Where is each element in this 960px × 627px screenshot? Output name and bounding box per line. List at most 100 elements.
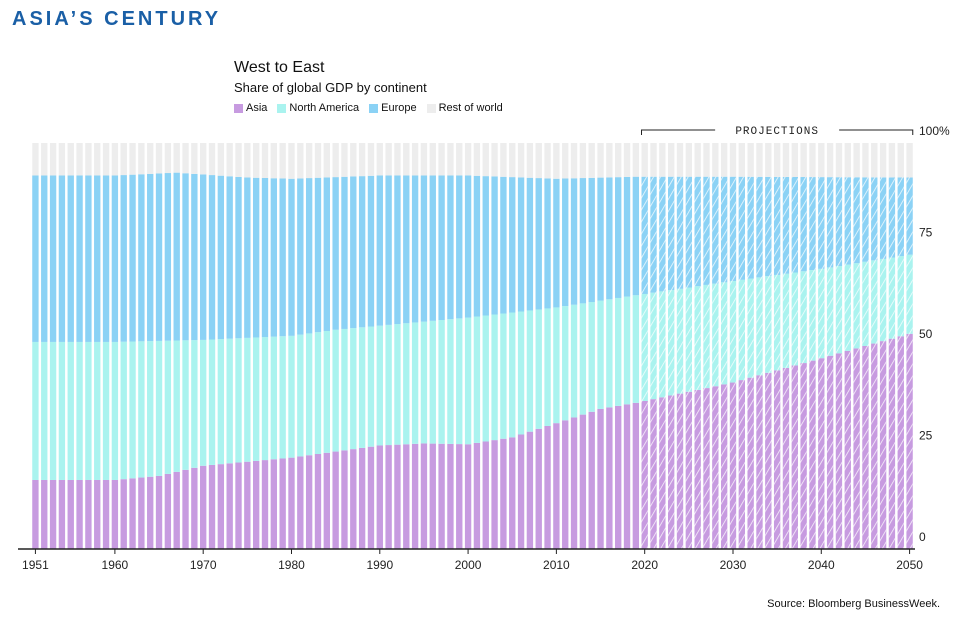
bar-north-america-2001 bbox=[473, 316, 481, 443]
y-tick-label-0: 0 bbox=[919, 530, 926, 544]
bar-rest-2003 bbox=[491, 143, 498, 177]
bar-europe-2016 bbox=[606, 177, 613, 300]
bar-north-america-1968 bbox=[182, 340, 189, 470]
bar-north-america-1961 bbox=[120, 341, 127, 480]
bar-europe-2005 bbox=[509, 177, 516, 313]
bar-europe-1962 bbox=[129, 174, 136, 342]
bar-rest-2012 bbox=[570, 143, 578, 179]
bar-rest-2009 bbox=[544, 143, 551, 179]
bar-rest-2014 bbox=[588, 143, 595, 178]
bar-europe-1991 bbox=[385, 175, 392, 325]
bar-europe-1967 bbox=[173, 172, 180, 341]
bar-north-america-1979 bbox=[279, 336, 286, 459]
bar-europe-1978 bbox=[270, 178, 278, 337]
bar-rest-1995 bbox=[420, 143, 428, 176]
bar-rest-1971 bbox=[208, 143, 216, 176]
bar-asia-2002 bbox=[482, 441, 489, 549]
bar-rest-1978 bbox=[270, 143, 278, 179]
bar-asia-1996 bbox=[429, 443, 436, 549]
bar-north-america-1985 bbox=[332, 329, 339, 452]
bar-rest-1990 bbox=[376, 143, 383, 176]
bar-europe-1961 bbox=[120, 175, 127, 342]
bar-rest-1966 bbox=[164, 143, 172, 174]
projection-label: PROJECTIONS bbox=[735, 126, 819, 138]
bar-asia-1977 bbox=[261, 460, 269, 549]
bar-europe-1981 bbox=[297, 178, 304, 335]
bar-asia-2013 bbox=[579, 414, 587, 549]
bar-europe-1968 bbox=[182, 173, 189, 341]
bar-asia-2010 bbox=[553, 423, 560, 549]
bar-rest-1952 bbox=[41, 143, 48, 176]
bar-europe-2012 bbox=[570, 178, 578, 305]
bar-rest-2040 bbox=[818, 143, 825, 178]
bar-rest-2042 bbox=[835, 143, 843, 178]
bar-europe-1987 bbox=[350, 176, 357, 329]
bar-asia-1985 bbox=[332, 451, 339, 549]
bar-asia-2014 bbox=[588, 411, 595, 549]
bar-rest-2038 bbox=[800, 143, 807, 178]
bar-europe-1985 bbox=[332, 177, 339, 330]
projection-marker: PROJECTIONS bbox=[641, 122, 914, 138]
bar-rest-1962 bbox=[129, 143, 136, 175]
bar-rest-1960 bbox=[111, 143, 119, 176]
bar-asia-2008 bbox=[535, 428, 542, 549]
bar-europe-1964 bbox=[147, 173, 154, 342]
legend: Asia North America Europe Rest of world bbox=[234, 102, 503, 114]
bar-europe-2003 bbox=[491, 176, 498, 315]
bar-europe-1955 bbox=[67, 175, 74, 342]
bar-rest-2035 bbox=[773, 143, 781, 177]
bar-europe-1996 bbox=[429, 175, 436, 321]
bar-europe-2019 bbox=[632, 176, 640, 296]
bar-rest-2050 bbox=[906, 143, 913, 178]
bar-europe-1957 bbox=[85, 175, 92, 342]
bar-europe-1990 bbox=[376, 175, 383, 326]
projection-hatch-2048 bbox=[888, 177, 896, 549]
bar-north-america-1981 bbox=[297, 334, 304, 457]
projection-hatch-2050 bbox=[906, 177, 913, 549]
bar-europe-2007 bbox=[526, 177, 534, 311]
bar-north-america-2010 bbox=[553, 307, 560, 424]
bar-rest-1955 bbox=[67, 143, 74, 176]
bar-asia-2003 bbox=[491, 440, 498, 549]
bar-north-america-1964 bbox=[147, 341, 154, 477]
bar-europe-1977 bbox=[261, 178, 269, 338]
bar-north-america-1966 bbox=[164, 340, 172, 474]
header-title: ASIA’S CENTURY bbox=[12, 8, 222, 30]
bar-rest-1972 bbox=[217, 143, 225, 176]
bar-north-america-1990 bbox=[376, 325, 383, 446]
bar-europe-1988 bbox=[358, 176, 366, 328]
bar-asia-2007 bbox=[526, 431, 534, 549]
bar-europe-2002 bbox=[482, 176, 489, 316]
projection-hatch-2024 bbox=[676, 176, 684, 549]
bar-asia-1951 bbox=[32, 479, 39, 549]
bar-rest-2047 bbox=[879, 143, 887, 178]
bar-asia-1962 bbox=[129, 478, 136, 549]
bar-europe-1971 bbox=[208, 175, 216, 340]
bar-rest-2013 bbox=[579, 143, 587, 179]
bar-asia-1978 bbox=[270, 459, 278, 549]
bar-europe-2000 bbox=[464, 175, 472, 318]
projection-hatch-2035 bbox=[773, 176, 781, 549]
projection-hatch-2040 bbox=[818, 177, 825, 549]
bar-north-america-2012 bbox=[570, 304, 578, 418]
bar-north-america-2009 bbox=[544, 308, 551, 426]
projection-hatch-2044 bbox=[853, 177, 860, 549]
bar-north-america-1952 bbox=[41, 341, 48, 480]
bar-rest-2036 bbox=[782, 143, 790, 177]
x-tick-label-1990: 1990 bbox=[366, 558, 393, 572]
bar-north-america-2003 bbox=[491, 314, 498, 441]
projection-hatch-layer bbox=[641, 176, 913, 550]
y-axis-ticks: 0 25 50 75 100% bbox=[919, 124, 950, 544]
chart-title: West to East bbox=[234, 59, 325, 76]
bar-europe-1980 bbox=[288, 178, 295, 336]
bar-asia-1972 bbox=[217, 464, 225, 549]
bar-rest-2037 bbox=[791, 143, 798, 177]
bar-europe-1973 bbox=[226, 176, 233, 339]
bar-europe-2004 bbox=[500, 176, 507, 314]
bar-asia-1957 bbox=[85, 479, 92, 549]
y-tick-label-25: 25 bbox=[919, 429, 933, 443]
projection-hatch-2041 bbox=[826, 177, 834, 549]
x-tick-label-1960: 1960 bbox=[102, 558, 129, 572]
bar-asia-2012 bbox=[570, 417, 578, 549]
bar-europe-1997 bbox=[438, 175, 445, 321]
